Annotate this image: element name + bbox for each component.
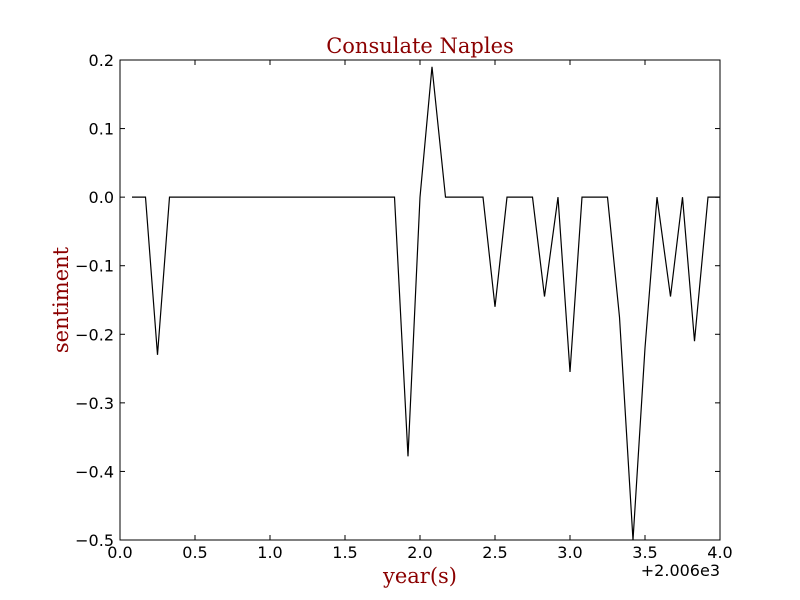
y-tick-label: −0.3 (75, 394, 114, 413)
y-tick-label: −0.4 (75, 462, 114, 481)
chart-title: Consulate Naples (326, 34, 514, 58)
x-axis-offset-label: +2.006e3 (641, 561, 720, 580)
y-tick-label: −0.5 (75, 531, 114, 550)
y-axis-label: sentiment (49, 246, 73, 353)
x-tick-label: 1.5 (332, 543, 357, 562)
x-tick-label: 2.0 (407, 543, 432, 562)
x-tick-label: 3.0 (557, 543, 582, 562)
y-tick-label: −0.2 (75, 325, 114, 344)
x-tick-label: 0.0 (107, 543, 132, 562)
x-tick-label: 0.5 (182, 543, 207, 562)
x-axis-label: year(s) (382, 564, 457, 588)
y-tick-label: 0.1 (89, 120, 114, 139)
y-tick-label: −0.1 (75, 257, 114, 276)
y-tick-label: 0.2 (89, 51, 114, 70)
plot-area (132, 66, 720, 541)
axis-ticks: 0.0 0.5 1.0 1.5 2.0 2.5 3.0 3.5 4.0 −0.5 −0.4 −0.3 −… (75, 51, 733, 562)
x-tick-label: 3.5 (632, 543, 657, 562)
series-line-0 (132, 66, 720, 541)
y-tick-label: 0.0 (89, 188, 114, 207)
x-tick-label: 2.5 (482, 543, 507, 562)
plot-frame (119, 59, 721, 541)
x-tick-label: 4.0 (707, 543, 732, 562)
x-tick-label: 1.0 (257, 543, 282, 562)
